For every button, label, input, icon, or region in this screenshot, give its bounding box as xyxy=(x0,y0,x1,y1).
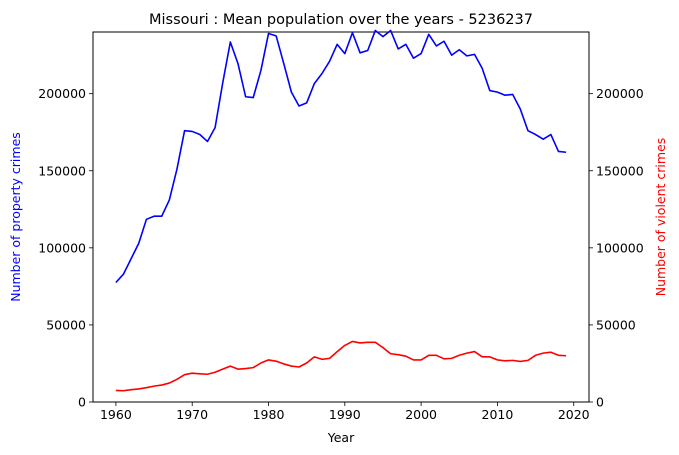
left-y-tick-label: 200000 xyxy=(38,86,86,101)
x-axis-label: Year xyxy=(327,430,355,445)
property-crimes-line xyxy=(115,29,567,284)
plot-area xyxy=(92,31,590,403)
x-tick-label: 2010 xyxy=(482,407,514,422)
left-y-tick-label: 100000 xyxy=(38,240,86,255)
x-tick-label: 1960 xyxy=(100,407,132,422)
left-y-tick-label: 150000 xyxy=(38,163,86,178)
x-tick-label: 2020 xyxy=(558,407,590,422)
right-y-tick-label: 200000 xyxy=(596,86,644,101)
left-y-tick-label: 50000 xyxy=(46,317,86,332)
chart-marks: 1960 1970 1980 1990 2000 2010 2020 0 0 50000 50000… xyxy=(38,29,644,422)
left-axis-label: Number of property crimes xyxy=(8,132,23,302)
x-tick-label: 2000 xyxy=(405,407,437,422)
chart-title: Missouri : Mean population over the year… xyxy=(149,12,533,28)
x-tick-label: 1980 xyxy=(253,407,285,422)
violent-crimes-line xyxy=(115,340,567,392)
right-y-tick-label: 50000 xyxy=(596,317,636,332)
right-y-tick-label: 150000 xyxy=(596,163,644,178)
right-y-tick-label: 0 xyxy=(596,395,604,410)
x-tick-label: 1970 xyxy=(176,407,208,422)
right-y-tick-label: 100000 xyxy=(596,240,644,255)
x-tick-label: 1990 xyxy=(329,407,361,422)
left-y-tick-label: 0 xyxy=(78,395,86,410)
right-axis-label: Number of violent crimes xyxy=(653,138,668,297)
